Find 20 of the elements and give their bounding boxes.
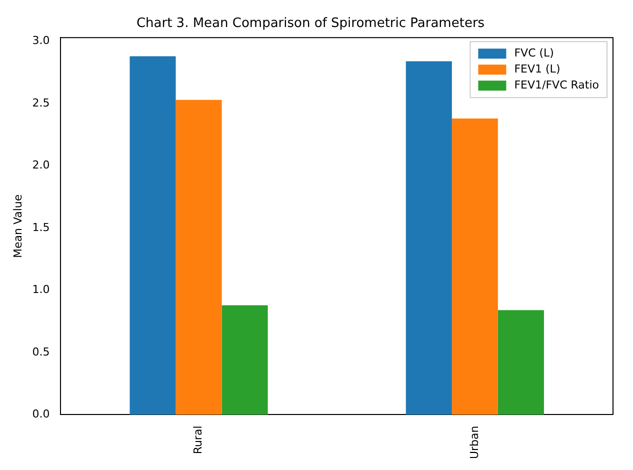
bar xyxy=(406,61,452,415)
bar xyxy=(452,118,498,415)
y-tick-label: 1.5 xyxy=(32,220,50,234)
bar xyxy=(498,310,544,415)
y-tick-label: 3.0 xyxy=(32,34,50,48)
chart-title: Chart 3. Mean Comparison of Spirometric Parameters xyxy=(136,16,485,32)
legend-label: FVC (L) xyxy=(514,46,554,60)
bar xyxy=(130,56,176,415)
y-tick-label: 2.0 xyxy=(32,158,50,172)
x-tick-label: Rural xyxy=(192,426,205,454)
bar xyxy=(176,100,222,415)
legend-label: FEV1 (L) xyxy=(514,62,560,76)
y-axis-title: Mean Value xyxy=(11,194,24,258)
y-tick-label: 2.5 xyxy=(32,96,50,110)
y-tick-label: 1.0 xyxy=(32,283,50,296)
y-tick-label: 0.0 xyxy=(32,408,50,421)
x-tick-label: Urban xyxy=(468,426,481,460)
bar xyxy=(222,305,268,415)
y-tick-label: 0.5 xyxy=(32,345,50,358)
legend-label: FEV1/FVC Ratio xyxy=(514,78,600,92)
